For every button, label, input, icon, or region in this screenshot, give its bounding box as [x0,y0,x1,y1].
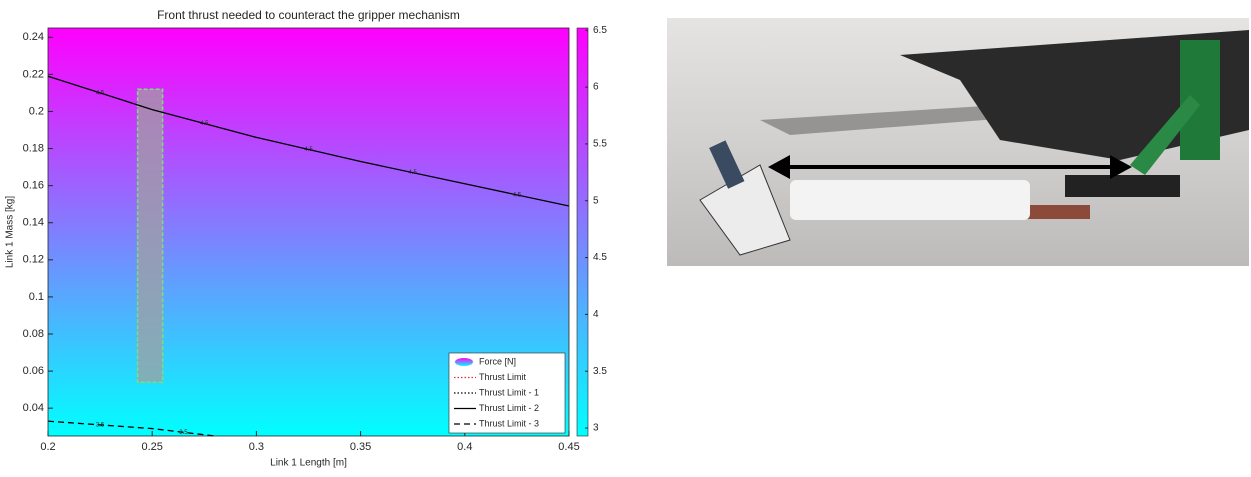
contour-label: 4.5 [513,192,522,198]
contour-label: 4.5 [200,121,209,127]
x-tick-label: 0.25 [141,441,162,453]
base-plate [1065,175,1180,197]
link-rod [1020,205,1090,219]
gripper-arm [790,180,1030,220]
y-tick-label: 0.24 [23,31,44,43]
legend-label: Thrust Limit [479,372,527,382]
y-tick-label: 0.2 [29,105,44,117]
y-tick-label: 0.18 [23,142,44,154]
y-tick-label: 0.06 [23,365,44,377]
colorbar [577,28,588,436]
y-tick-label: 0.12 [23,254,44,266]
legend-label: Thrust Limit - 3 [479,418,539,428]
contour-label: 3.5 [96,422,105,428]
x-tick-label: 0.45 [558,441,579,453]
legend-label: Thrust Limit - 2 [479,403,539,413]
colorbar-tick-label: 6 [593,82,599,93]
legend-swatch [455,358,473,366]
colorbar-tick-label: 4.5 [593,252,607,263]
colorbar-tick-label: 4 [593,309,599,320]
x-tick-label: 0.35 [350,441,371,453]
colorbar-tick-label: 5 [593,195,599,206]
y-tick-label: 0.14 [23,217,44,229]
colorbar-tick-label: 3 [593,423,599,434]
region [138,89,163,382]
y-tick-label: 0.04 [23,402,44,414]
y-tick-label: 0.22 [23,68,44,80]
photo [667,18,1249,266]
y-tick-label: 0.16 [23,180,44,192]
chart-title: Front thrust needed to counteract the gr… [157,8,460,22]
y-tick-label: 0.08 [23,328,44,340]
legend-label: Thrust Limit - 1 [479,387,539,397]
x-tick-label: 0.3 [249,441,264,453]
y-tick-label: 0.1 [29,291,44,303]
x-tick-label: 0.2 [40,441,55,453]
colorbar-tick-label: 3.5 [593,366,607,377]
contour-label: 4.5 [304,147,313,153]
y-axis-label: Link 1 Mass [kg] [5,196,16,268]
legend-label: Force [N] [479,356,516,366]
contour-label: 4.5 [96,90,105,96]
colorbar-tick-label: 5.5 [593,139,607,150]
figure: 4.54.54.54.54.53.53.50.20.250.30.350.40.… [0,0,1251,472]
contour-label: 4.5 [409,170,418,176]
x-axis-label: Link 1 Length [m] [270,458,347,469]
colorbar-tick-label: 6.5 [593,25,607,36]
contour-label: 3.5 [179,430,188,436]
x-tick-label: 0.4 [457,441,472,453]
